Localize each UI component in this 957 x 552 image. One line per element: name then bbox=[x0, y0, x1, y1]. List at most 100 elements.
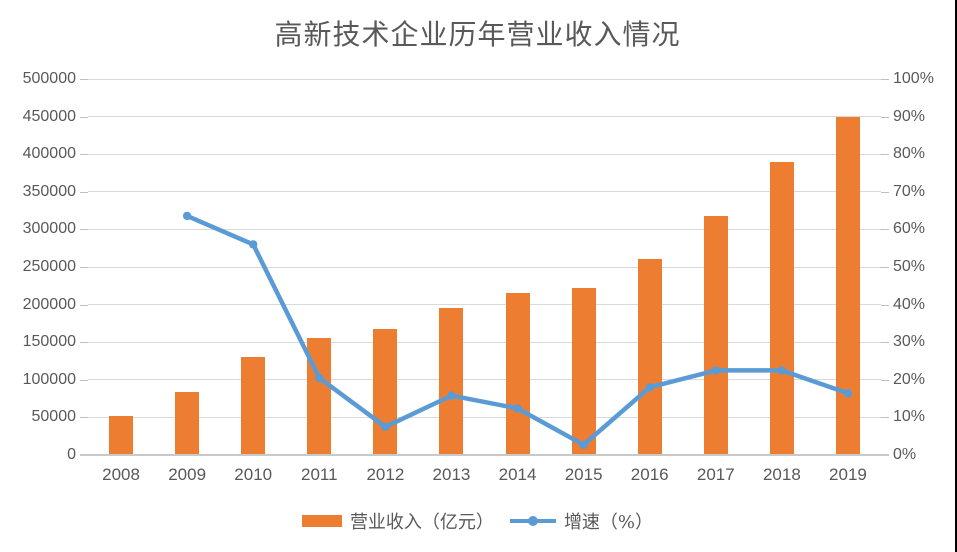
right-axis-tick-label: 60% bbox=[893, 220, 926, 238]
right-edge-line bbox=[955, 0, 957, 552]
right-tick bbox=[881, 342, 889, 344]
left-tick bbox=[80, 379, 88, 381]
gridline bbox=[88, 304, 881, 306]
x-axis-tick-label: 2011 bbox=[301, 465, 338, 484]
bar bbox=[175, 391, 200, 455]
x-axis-tick-label: 2009 bbox=[168, 465, 207, 484]
left-tick bbox=[80, 116, 88, 118]
legend-line-swatch bbox=[509, 516, 556, 526]
left-axis-tick-label: 500000 bbox=[22, 70, 76, 87]
right-tick bbox=[881, 79, 889, 80]
legend-item-revenue: 营业收入（亿元） bbox=[301, 508, 494, 534]
bar bbox=[703, 215, 728, 455]
left-axis-tick-label: 300000 bbox=[22, 220, 76, 238]
gridline bbox=[88, 228, 881, 230]
left-tick bbox=[80, 417, 88, 419]
x-axis-tick-label: 2016 bbox=[630, 465, 669, 484]
gridline bbox=[88, 191, 881, 193]
growth-line-marker bbox=[249, 240, 258, 249]
right-tick bbox=[881, 229, 889, 231]
left-axis-tick-label: 0 bbox=[67, 446, 76, 463]
right-axis-tick-label: 90% bbox=[893, 107, 926, 125]
right-axis-tick-label: 50% bbox=[893, 258, 926, 275]
bar bbox=[571, 288, 596, 455]
growth-line-marker bbox=[645, 383, 654, 392]
x-axis-tick-label: 2010 bbox=[234, 465, 273, 484]
right-axis-tick-label: 20% bbox=[893, 370, 926, 388]
x-axis-line bbox=[80, 454, 889, 456]
x-axis-tick-label: 2019 bbox=[829, 465, 867, 484]
right-axis-tick-label: 100% bbox=[893, 70, 934, 87]
growth-line-marker bbox=[711, 366, 720, 375]
right-tick bbox=[881, 116, 889, 118]
gridline bbox=[88, 379, 881, 381]
gridline bbox=[88, 153, 881, 155]
growth-line-marker bbox=[381, 422, 390, 431]
growth-line-marker bbox=[843, 389, 853, 398]
gridline bbox=[88, 78, 881, 80]
left-tick bbox=[80, 79, 88, 80]
gridline bbox=[88, 116, 881, 118]
right-axis-tick-label: 70% bbox=[893, 182, 926, 200]
left-axis-tick-label: 200000 bbox=[22, 295, 76, 313]
right-axis-tick-label: 40% bbox=[893, 295, 926, 313]
left-axis-tick-label: 100000 bbox=[22, 370, 76, 388]
gridline bbox=[88, 416, 881, 418]
bar bbox=[637, 258, 662, 455]
right-tick bbox=[881, 379, 889, 381]
right-tick bbox=[881, 154, 889, 156]
right-axis-tick-label: 30% bbox=[893, 333, 926, 351]
growth-line-marker bbox=[579, 440, 588, 449]
line-series bbox=[182, 211, 853, 449]
bar bbox=[505, 292, 530, 455]
right-axis-tick-label: 80% bbox=[893, 145, 926, 163]
right-tick bbox=[881, 191, 889, 193]
plot-area bbox=[88, 78, 881, 455]
legend-item-growth: 增速（%） bbox=[509, 508, 654, 534]
growth-line-marker bbox=[447, 391, 456, 400]
left-tick bbox=[80, 229, 88, 231]
right-axis-tick-label: 0% bbox=[893, 446, 917, 463]
x-axis-tick-label: 2013 bbox=[432, 465, 471, 484]
legend: 营业收入（亿元） 增速（%） bbox=[0, 508, 955, 534]
x-axis-tick-label: 2018 bbox=[762, 465, 801, 484]
right-tick bbox=[881, 417, 889, 419]
bar bbox=[769, 162, 794, 455]
legend-label-growth: 增速（%） bbox=[563, 512, 654, 533]
right-tick bbox=[881, 304, 889, 306]
left-tick bbox=[80, 191, 88, 193]
gridline bbox=[88, 266, 881, 268]
left-axis-tick-label: 250000 bbox=[22, 258, 76, 275]
left-tick bbox=[80, 154, 88, 156]
bar bbox=[439, 308, 464, 455]
x-axis-tick-label: 2012 bbox=[366, 465, 405, 484]
bar bbox=[835, 116, 860, 455]
growth-line-marker bbox=[315, 373, 324, 383]
x-axis-tick-label: 2014 bbox=[498, 465, 537, 484]
right-axis-tick-label: 10% bbox=[893, 408, 926, 426]
left-axis-tick-label: 150000 bbox=[22, 333, 76, 351]
x-axis-tick-label: 2015 bbox=[564, 465, 603, 484]
left-axis-tick-label: 350000 bbox=[22, 182, 76, 200]
left-axis-tick-label: 400000 bbox=[22, 145, 76, 163]
legend-bar-swatch bbox=[301, 515, 342, 527]
growth-line-marker bbox=[182, 211, 192, 221]
chart-title: 高新技术企业历年营业收入情况 bbox=[274, 18, 681, 51]
left-tick bbox=[80, 267, 88, 268]
bar bbox=[241, 357, 266, 455]
legend-label-revenue: 营业收入（亿元） bbox=[349, 512, 494, 533]
growth-line-marker bbox=[513, 404, 522, 413]
x-axis-tick-label: 2008 bbox=[102, 465, 140, 484]
right-tick bbox=[881, 267, 889, 268]
left-axis-tick-label: 50000 bbox=[31, 408, 77, 426]
growth-line-marker bbox=[777, 366, 787, 375]
bar bbox=[109, 415, 134, 455]
x-axis-tick-label: 2017 bbox=[696, 465, 735, 484]
gridline bbox=[88, 341, 881, 343]
legend-line-dot bbox=[527, 516, 538, 526]
left-axis-tick-label: 450000 bbox=[22, 107, 76, 125]
left-tick bbox=[80, 342, 88, 344]
bar bbox=[373, 329, 398, 455]
left-tick bbox=[80, 304, 88, 306]
